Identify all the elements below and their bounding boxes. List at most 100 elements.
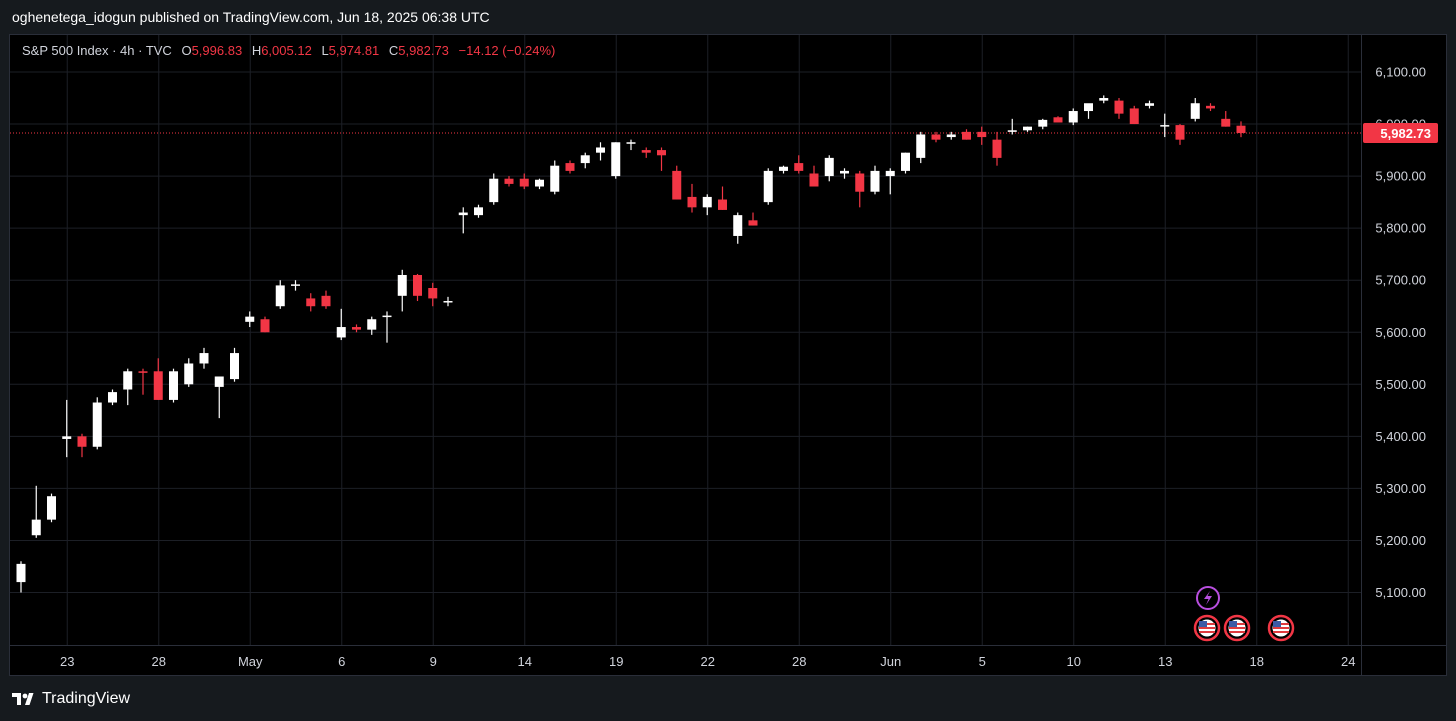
candle [352,324,361,333]
candle [138,368,148,395]
candle [367,316,377,335]
candle [901,152,910,174]
candle-body [977,131,987,138]
candle [458,207,468,234]
candle [763,168,773,205]
us-flag-icon[interactable] [1267,614,1295,642]
candle [1190,98,1200,122]
high-value: 6,005.12 [261,43,312,58]
candle-body [565,163,575,171]
lightning-icon[interactable] [1196,586,1220,610]
candle-body [1038,119,1048,127]
candle-body [1068,111,1078,123]
x-tick-label: 5 [979,654,986,669]
candle [1099,95,1109,104]
candle-body [1084,103,1093,112]
candle [946,131,956,140]
low-label: L [321,43,329,58]
events-markers[interactable] [1193,586,1295,642]
candle [123,368,133,406]
x-tick-label: 22 [701,654,715,669]
last-price-tag-bg [1363,123,1438,144]
y-tick-label: 5,500.00 [1375,377,1426,392]
candle [580,152,590,169]
candle-body [1190,103,1200,119]
candle-body [916,134,926,158]
footer-bar: TradingView [0,680,1456,721]
candle-body [413,274,422,296]
candle [840,168,849,179]
candle-body [474,207,483,216]
candle [199,347,209,369]
y-tick-label: 5,200.00 [1375,533,1426,548]
candle [1038,118,1048,130]
candle-body [184,363,194,385]
candle-body [169,371,178,400]
candle-body [382,315,392,318]
y-tick-label: 5,300.00 [1375,481,1426,496]
candle [108,389,117,406]
candle [397,269,407,312]
symbol-label[interactable]: S&P 500 Index · 4h · TVC [22,43,172,58]
candle-body [718,199,727,210]
tradingview-logo-icon [12,693,34,705]
candle [1084,103,1093,119]
candle [321,290,331,309]
y-tick-label: 5,400.00 [1375,429,1426,444]
candle [1206,103,1215,112]
y-tick-label: 5,100.00 [1375,585,1426,600]
candle-body [62,436,72,439]
x-tick-label: 6 [338,654,345,669]
candle [245,311,255,328]
candle [794,155,804,174]
candle-body [870,170,880,192]
candle-body [321,295,331,307]
candle [962,129,971,140]
candle [809,165,819,187]
candle [260,316,270,333]
candle-body [77,436,87,447]
candle [550,160,560,195]
candle-body [1160,125,1170,127]
chart-frame[interactable] [9,34,1447,676]
candle [16,561,26,593]
candle-body [1145,103,1154,106]
candle [824,155,834,182]
us-flag-icon[interactable] [1193,614,1221,642]
candle [672,165,682,200]
candle [1175,124,1185,145]
candle-body [443,301,453,303]
candle-body [596,147,605,153]
candle-body [489,178,499,203]
tradingview-brand[interactable]: TradingView [12,690,130,708]
candle-body [657,150,666,156]
x-tick-label: May [238,654,263,669]
candle-body [824,157,834,177]
us-flag-icon[interactable] [1223,614,1251,642]
candle [1145,100,1154,109]
y-tick-label: 5,600.00 [1375,325,1426,340]
candle-body [123,371,133,390]
y-tick-label: 5,900.00 [1375,169,1426,184]
candle [565,160,575,174]
candle-body [306,298,316,307]
candle-body [260,319,270,333]
candle-body [138,371,148,373]
open-value: 5,996.83 [191,43,243,58]
candle [931,131,941,143]
candle [382,311,392,343]
x-axis[interactable]: 23 28 May 6 9 14 19 22 28 Jun 5 10 13 18 24 [60,654,1355,669]
brand-name: TradingView [42,690,131,707]
change-value: −14.12 (−0.24%) [458,43,556,58]
candle [214,376,224,419]
candle [687,183,697,213]
candle [535,178,544,190]
y-axis[interactable]: 6,100.006,000.005,900.005,800.005,700.00… [1375,65,1426,601]
candle-body [1053,117,1063,123]
candle-body [367,319,377,330]
candle-body [626,142,636,144]
x-tick-label: 24 [1341,654,1355,669]
candle [31,485,41,538]
candle [1236,121,1246,138]
